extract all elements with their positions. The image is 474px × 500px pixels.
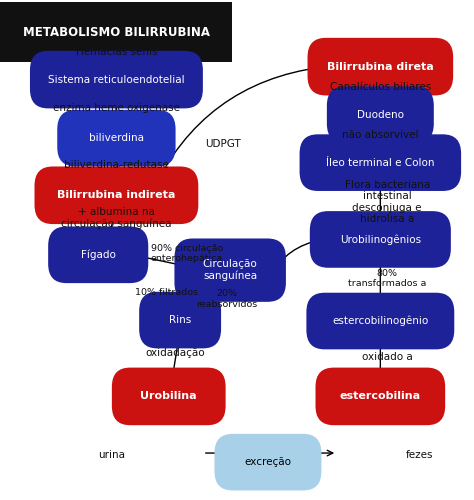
FancyBboxPatch shape <box>48 226 148 283</box>
Text: oxidado a: oxidado a <box>362 352 412 362</box>
Text: 10% filtrados: 10% filtrados <box>135 288 198 296</box>
FancyBboxPatch shape <box>174 238 286 302</box>
FancyBboxPatch shape <box>112 368 226 425</box>
Text: METABOLISMO BILIRRUBINA: METABOLISMO BILIRRUBINA <box>23 26 210 38</box>
FancyBboxPatch shape <box>139 292 221 348</box>
FancyBboxPatch shape <box>0 2 232 62</box>
Text: Canalículos biliares: Canalículos biliares <box>330 82 431 92</box>
Text: Duodeno: Duodeno <box>357 110 404 120</box>
Text: Rins: Rins <box>169 315 191 325</box>
FancyBboxPatch shape <box>308 38 453 96</box>
Text: não absorvível: não absorvível <box>342 130 419 140</box>
Text: Hemácias senis: Hemácias senis <box>76 47 157 57</box>
FancyBboxPatch shape <box>57 110 175 166</box>
FancyBboxPatch shape <box>306 292 454 350</box>
Text: Circulação
sanguínea: Circulação sanguínea <box>203 259 257 281</box>
FancyBboxPatch shape <box>30 51 203 108</box>
Text: Bilirrubina direta: Bilirrubina direta <box>327 62 434 72</box>
Text: oxidadação: oxidadação <box>146 348 205 358</box>
Text: estercobilinogênio: estercobilinogênio <box>332 316 428 326</box>
Text: Fígado: Fígado <box>81 250 116 260</box>
FancyBboxPatch shape <box>300 134 461 191</box>
Text: UDPGT: UDPGT <box>205 140 241 149</box>
Text: Flora bacteriana
intestinal
desconjuga e
hidrolisa a: Flora bacteriana intestinal desconjuga e… <box>345 180 430 224</box>
Text: enzima heme oxigenase: enzima heme oxigenase <box>53 103 180 113</box>
FancyBboxPatch shape <box>327 86 434 143</box>
Text: Íleo terminal e Colon: Íleo terminal e Colon <box>326 158 435 168</box>
FancyBboxPatch shape <box>214 434 321 490</box>
Text: biliverdina: biliverdina <box>89 133 144 143</box>
Text: excreção: excreção <box>245 457 292 467</box>
Text: 20%
reabsorvidos: 20% reabsorvidos <box>196 290 257 308</box>
FancyBboxPatch shape <box>316 368 445 425</box>
Text: Urobilinogênios: Urobilinogênios <box>340 234 421 244</box>
Text: biliverdina-redutase: biliverdina-redutase <box>64 160 169 170</box>
Text: Sistema reticuloendotelial: Sistema reticuloendotelial <box>48 74 185 85</box>
Text: urina: urina <box>99 450 125 460</box>
Text: 80%
transformados a: 80% transformados a <box>348 269 426 288</box>
Text: fezes: fezes <box>405 450 433 460</box>
Text: estercobilina: estercobilina <box>340 392 421 402</box>
FancyBboxPatch shape <box>310 211 451 268</box>
Text: Bilirrubina indireta: Bilirrubina indireta <box>57 190 175 200</box>
Text: Urobilina: Urobilina <box>140 392 197 402</box>
Text: + albumina na
circulação sanguínea: + albumina na circulação sanguínea <box>61 207 172 230</box>
Text: 90% circulação
enterohepática: 90% circulação enterohepática <box>151 244 223 263</box>
FancyBboxPatch shape <box>35 166 198 224</box>
